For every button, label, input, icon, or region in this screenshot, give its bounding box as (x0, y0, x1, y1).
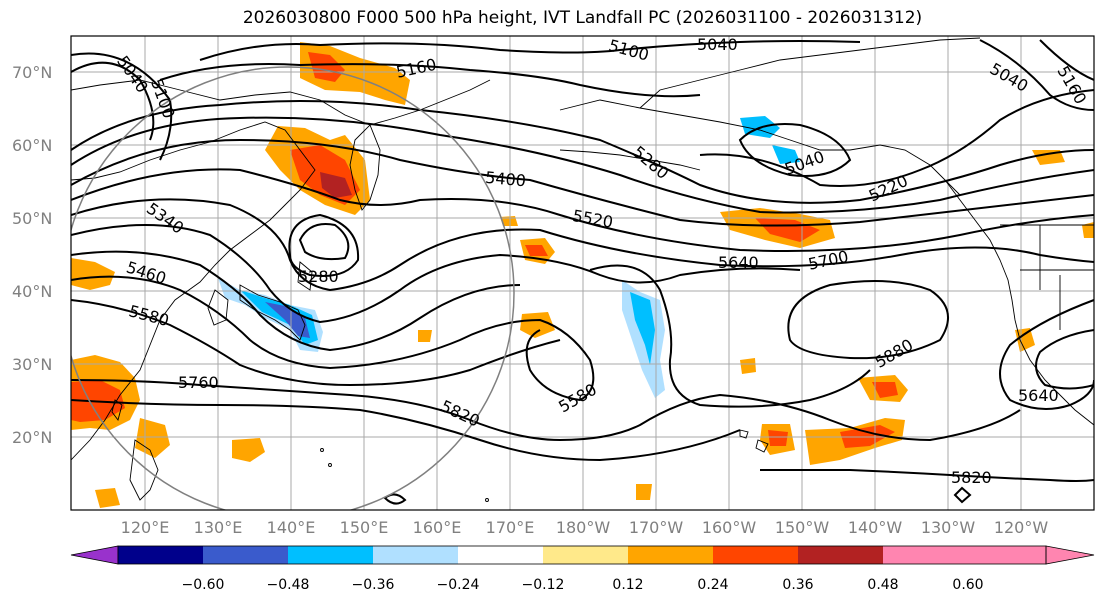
colorbar-segment (458, 546, 543, 564)
colorbar-segment (288, 546, 373, 564)
contour-label: 5760 (178, 373, 219, 392)
height-contours (71, 39, 1094, 505)
colorbar-tick: −0.36 (352, 577, 395, 593)
colorbar-segment (118, 546, 203, 564)
lon-label: 140°E (267, 518, 316, 537)
longitude-labels: 120°E 130°E 140°E 150°E 160°E 170°E 180°… (121, 518, 1049, 537)
landfall-radius-circle (71, 66, 515, 510)
colorbar-segment (713, 546, 798, 564)
lat-label: 60°N (12, 136, 52, 155)
contour-label: 5640 (1018, 386, 1059, 405)
colorbar-segment (543, 546, 628, 564)
colorbar-segment (883, 546, 968, 564)
contour-label: 5400 (484, 168, 526, 190)
lat-label: 40°N (12, 282, 52, 301)
coastlines (71, 37, 1094, 502)
map-title: 2026030800 F000 500 hPa height, IVT Land… (242, 8, 923, 28)
contour-label: 5820 (951, 468, 992, 487)
lon-label: 170°W (629, 518, 684, 537)
colorbar-tick: −0.24 (437, 577, 480, 593)
lon-label: 130°E (194, 518, 243, 537)
colorbar-segment (798, 546, 883, 564)
colorbar-segment (628, 546, 713, 564)
lon-label: 120°W (994, 518, 1049, 537)
latitude-labels: 70°N 60°N 50°N 40°N 30°N 20°N (12, 63, 52, 447)
map-frame (70, 35, 1095, 511)
colorbar-upper-outline (1045, 545, 1095, 565)
lon-label: 150°W (775, 518, 830, 537)
contour-label: 5280 (298, 267, 339, 286)
lon-label: 130°W (921, 518, 976, 537)
colorbar: −0.60 −0.48 −0.36 −0.24 −0.12 0.12 0.24 … (70, 545, 1095, 593)
lat-label: 30°N (12, 355, 52, 374)
colorbar-tick: 0.60 (952, 577, 983, 593)
colorbar-upper-extend (968, 546, 1094, 564)
lat-label: 50°N (12, 209, 52, 228)
ivt-shading (71, 42, 1094, 508)
lon-label: 170°E (486, 518, 535, 537)
graticule (71, 36, 1094, 510)
contour-label: 5040 (697, 35, 738, 54)
colorbar-tick: −0.48 (267, 577, 310, 593)
lat-label: 70°N (12, 63, 52, 82)
colorbar-tick: 0.36 (782, 577, 813, 593)
colorbar-tick: 0.48 (867, 577, 898, 593)
colorbar-segment (203, 546, 288, 564)
colorbar-tick-labels: −0.60 −0.48 −0.36 −0.24 −0.12 0.12 0.24 … (182, 577, 984, 593)
contour-label: 5640 (718, 253, 759, 272)
colorbar-tick: 0.24 (697, 577, 728, 593)
lon-label: 150°E (340, 518, 389, 537)
lon-label: 140°W (848, 518, 903, 537)
colorbar-tick: 0.12 (612, 577, 643, 593)
lon-label: 120°E (121, 518, 170, 537)
lon-label: 160°W (702, 518, 757, 537)
lon-label: 180°W (556, 518, 611, 537)
colorbar-lower-extend (70, 545, 119, 565)
colorbar-tick: −0.12 (522, 577, 565, 593)
colorbar-segment (373, 546, 458, 564)
lat-label: 20°N (12, 428, 52, 447)
colorbar-tick: −0.60 (182, 577, 225, 593)
lon-label: 160°E (413, 518, 462, 537)
